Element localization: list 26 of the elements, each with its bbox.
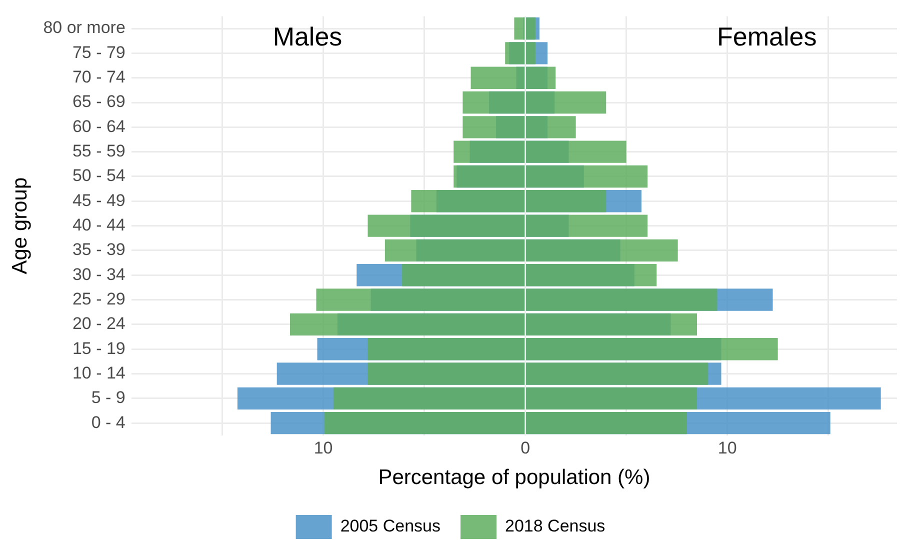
y-tick-label: 5 - 9: [91, 388, 126, 408]
y-tick-label: 25 - 29: [72, 289, 126, 308]
x-tick-label: 0: [520, 438, 530, 458]
y-tick-label: 60 - 64: [72, 116, 126, 136]
legend-label: 2018 Census: [505, 516, 606, 536]
y-tick-label: 15 - 19: [72, 338, 126, 358]
y-axis-title: Age group: [8, 177, 32, 274]
y-tick-label: 50 - 54: [72, 166, 126, 186]
y-tick-label: 10 - 14: [72, 363, 126, 382]
y-tick-label: 55 - 59: [72, 142, 126, 161]
y-tick-label: 20 - 24: [72, 314, 126, 334]
y-tick-label: 35 - 39: [72, 240, 126, 260]
y-tick-label: 80 or more: [43, 18, 126, 38]
x-tick-label: 10: [314, 438, 333, 458]
annotation: Males: [272, 21, 342, 52]
y-tick-label: 75 - 79: [72, 42, 126, 62]
annotation: Females: [716, 21, 817, 52]
x-tick-label: 10: [718, 438, 737, 458]
y-tick-label: 45 - 49: [72, 190, 126, 210]
y-tick-label: 70 - 74: [72, 68, 126, 87]
legend-label: 2005 Census: [340, 516, 441, 536]
x-axis-title: Percentage of population (%): [378, 466, 650, 490]
y-tick-label: 0 - 4: [91, 412, 126, 432]
y-tick-label: 40 - 44: [72, 215, 126, 234]
y-tick-label: 65 - 69: [72, 92, 126, 112]
y-tick-label: 30 - 34: [72, 264, 126, 284]
